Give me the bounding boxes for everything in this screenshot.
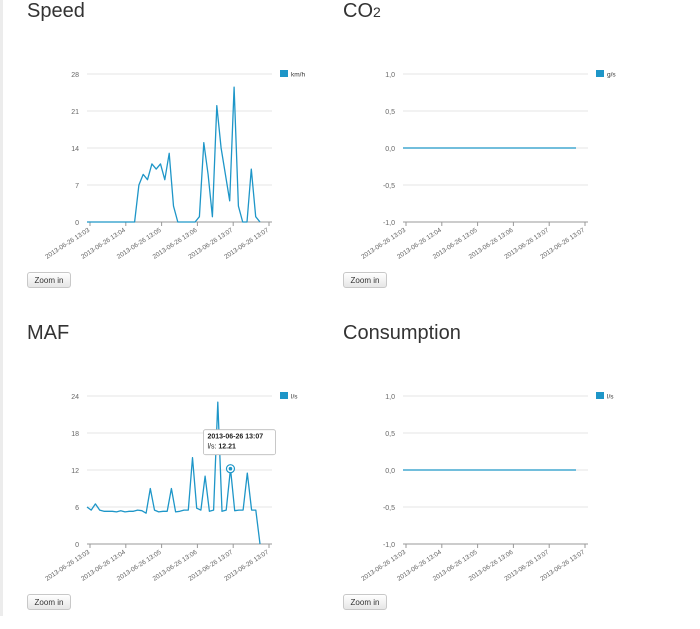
y-tick-label: 21 bbox=[71, 109, 79, 116]
y-tick-label: 1,0 bbox=[385, 72, 395, 79]
series-line bbox=[86, 401, 261, 545]
consumption-panel: Consumption 1,0 0,5 0,0 -0,5 -1,0 2013-06-26 … bbox=[343, 322, 663, 629]
y-tick-label: 28 bbox=[71, 72, 79, 79]
page-left-edge bbox=[0, 0, 3, 616]
zoom-in-button[interactable]: Zoom in bbox=[343, 594, 387, 610]
zoom-in-button[interactable]: Zoom in bbox=[343, 272, 387, 288]
tooltip-label: l/s: 12.21 bbox=[207, 444, 236, 451]
legend-swatch bbox=[280, 70, 288, 77]
tooltip-value: 12.21 bbox=[218, 444, 236, 451]
legend-label: l/s bbox=[607, 394, 614, 401]
y-tick-label: -0,5 bbox=[383, 505, 395, 512]
y-tick-label: 18 bbox=[71, 431, 79, 438]
panel-title: Speed bbox=[27, 0, 85, 22]
tooltip-box bbox=[203, 429, 276, 456]
legend-swatch bbox=[280, 392, 288, 399]
y-tick-label: 12 bbox=[71, 468, 79, 475]
y-tick-label: 0 bbox=[75, 542, 79, 549]
y-tick-label: 0,5 bbox=[385, 431, 395, 438]
y-tick-label: -1,0 bbox=[383, 220, 395, 227]
zoom-in-button[interactable]: Zoom in bbox=[27, 272, 71, 288]
y-tick-label: 0 bbox=[75, 220, 79, 227]
tooltip-title: 2013-06-26 13:07 bbox=[207, 434, 263, 441]
panel-title: MAF bbox=[27, 322, 70, 344]
y-tick-label: 0,0 bbox=[385, 468, 395, 475]
hover-point bbox=[228, 466, 233, 471]
y-tick-label: 0,0 bbox=[385, 146, 395, 153]
y-tick-label: 24 bbox=[71, 394, 79, 401]
legend-label: l/s bbox=[291, 394, 298, 401]
panel-title: Consumption bbox=[343, 322, 461, 344]
y-tick-label: 14 bbox=[71, 146, 79, 153]
legend-swatch bbox=[596, 392, 604, 399]
legend-label: km/h bbox=[291, 72, 305, 79]
y-tick-label: 1,0 bbox=[385, 394, 395, 401]
zoom-in-button[interactable]: Zoom in bbox=[27, 594, 71, 610]
co2-panel: CO2 1,0 0,5 0,0 -0,5 -1,0 2013-06-26 13:03 201… bbox=[343, 0, 663, 307]
legend-label: g/s bbox=[607, 72, 616, 79]
panel-title: CO2 bbox=[343, 0, 381, 22]
y-tick-label: -0,5 bbox=[383, 183, 395, 190]
y-tick-label: 0,5 bbox=[385, 109, 395, 116]
speed-panel: Speed 28 21 14 7 0 2013-06-26 13:03 2013-06-26… bbox=[27, 0, 347, 307]
y-tick-label: 6 bbox=[75, 505, 79, 512]
maf-panel: MAF 24 18 12 6 0 2013-06-26 13:03 2013-06-26 1… bbox=[27, 322, 347, 629]
series-line bbox=[87, 86, 261, 223]
y-tick-label: -1,0 bbox=[383, 542, 395, 549]
legend-swatch bbox=[596, 70, 604, 77]
y-tick-label: 7 bbox=[75, 183, 79, 190]
